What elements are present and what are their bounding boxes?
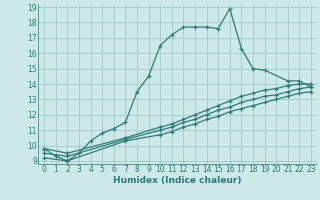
X-axis label: Humidex (Indice chaleur): Humidex (Indice chaleur) <box>113 176 242 185</box>
